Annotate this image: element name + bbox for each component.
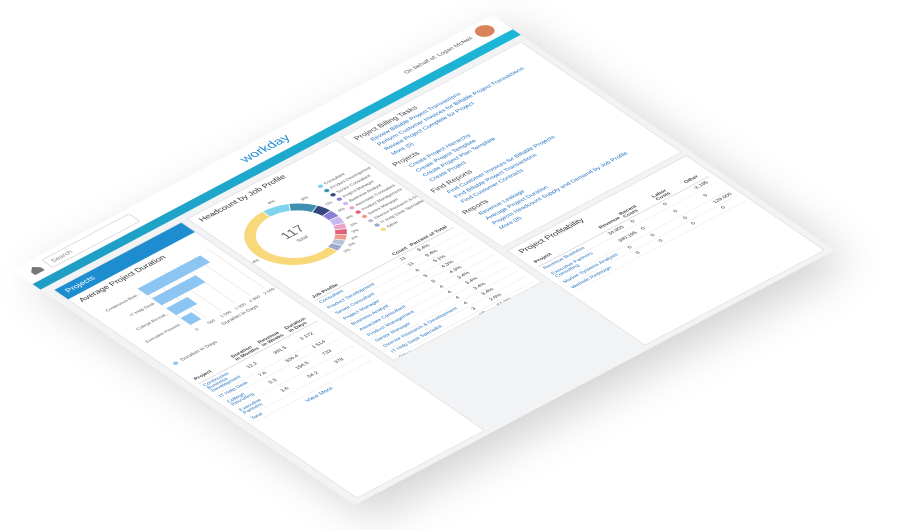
data-label: 3% <box>342 248 352 254</box>
data-label: 5% <box>324 200 334 206</box>
legend-swatch <box>380 227 386 231</box>
legend-swatch <box>368 219 374 223</box>
x-tick-label: 2 000 <box>247 294 262 302</box>
legend-swatch <box>336 197 343 201</box>
x-tick-label: 500 <box>206 318 217 325</box>
avatar[interactable] <box>470 22 499 40</box>
legend-swatch <box>342 201 349 206</box>
legend-swatch <box>349 206 355 210</box>
projects-panel: Projects Average Project Duration 0 500 1 … <box>53 221 486 499</box>
legend-label: Duration in Days <box>179 340 219 362</box>
data-label: 4% <box>336 207 346 213</box>
headcount-panel: Headcount by Job Profile 9% Consultant 9% P… <box>186 139 543 361</box>
data-label: 3% <box>350 228 360 234</box>
dashboard: Search workday On behalf of: Logan McNei… <box>12 15 835 506</box>
y-tick-label: College Recruit... <box>135 312 170 331</box>
x-tick-label: 1 500 <box>233 302 248 310</box>
legend-swatch <box>330 193 336 197</box>
bar <box>166 297 198 316</box>
data-label: 3% <box>347 241 357 247</box>
center-label: Total <box>295 235 310 244</box>
data-label: 3% <box>349 235 359 241</box>
data-label: 9% <box>266 199 276 205</box>
data-label: 9% <box>300 195 310 201</box>
legend-swatch <box>317 184 324 188</box>
donut-segment <box>243 211 339 266</box>
data-label: 54% <box>248 258 260 265</box>
x-tick-label: 2 500 <box>262 287 277 295</box>
legend-swatch <box>172 361 179 365</box>
header: Search workday On behalf of: Logan McNei… <box>12 15 514 285</box>
legend-swatch <box>355 210 361 214</box>
legend-label: Other <box>385 220 400 228</box>
grid-line <box>207 248 265 289</box>
x-tick-label: 1 000 <box>219 310 234 318</box>
home-icon[interactable] <box>23 262 48 277</box>
legend-swatch <box>374 223 380 227</box>
bar <box>180 312 202 325</box>
bar <box>151 275 206 306</box>
x-tick-label: 0 <box>194 327 201 331</box>
y-tick-label: IT Help Desk <box>128 301 156 317</box>
data-label: 3% <box>349 221 359 227</box>
data-label: 4% <box>344 214 354 220</box>
legend-swatch <box>361 214 368 219</box>
legend-swatch <box>324 188 330 193</box>
bar <box>137 255 211 296</box>
